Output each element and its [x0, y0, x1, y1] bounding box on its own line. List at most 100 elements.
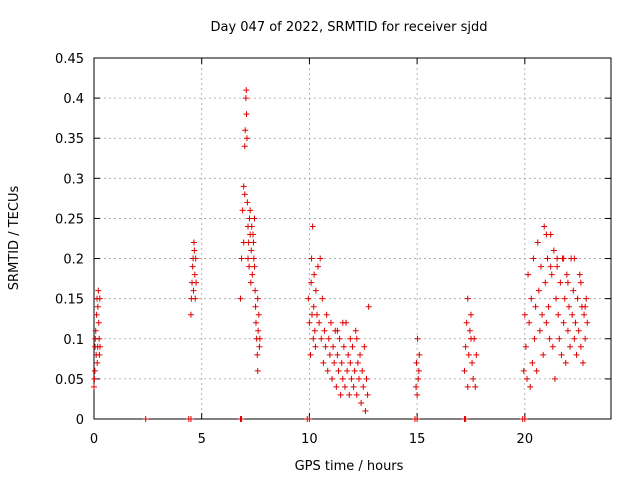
data-point: [522, 343, 529, 350]
data-point: [191, 271, 198, 278]
data-point: [415, 367, 422, 374]
data-point: [243, 87, 250, 94]
plot-frame: [93, 57, 612, 420]
data-point: [242, 95, 249, 102]
data-point: [248, 223, 255, 230]
data-point: [255, 311, 262, 318]
data-point: [94, 303, 101, 310]
data-point: [557, 279, 564, 286]
data-point: [189, 263, 196, 270]
data-point: [255, 327, 262, 334]
data-point: [528, 295, 535, 302]
data-point: [246, 263, 253, 270]
data-point: [583, 295, 590, 302]
y-tick-label: 0.25: [55, 212, 84, 227]
data-point: [526, 319, 533, 326]
data-point: [414, 335, 421, 342]
data-point: [354, 359, 361, 366]
y-tick-label: 0.4: [63, 92, 84, 107]
data-point: [352, 327, 359, 334]
data-point: [542, 279, 549, 286]
x-tick-label: 5: [198, 432, 206, 447]
data-point: [318, 335, 325, 342]
data-point: [312, 287, 319, 294]
data-point: [560, 255, 567, 262]
data-point: [548, 271, 555, 278]
data-point: [577, 279, 584, 286]
data-point: [190, 287, 197, 294]
data-point: [414, 416, 421, 422]
data-point: [529, 359, 536, 366]
data-point: [564, 327, 571, 334]
data-point: [323, 311, 330, 318]
data-point: [95, 287, 102, 294]
data-point: [574, 295, 581, 302]
y-tick-label: 0.35: [55, 132, 84, 147]
data-point: [558, 351, 565, 358]
data-point: [94, 359, 101, 366]
data-point: [569, 311, 576, 318]
data-point: [543, 319, 550, 326]
data-point: [416, 351, 423, 358]
data-point: [466, 327, 473, 334]
data-point: [333, 383, 340, 390]
data-point: [237, 295, 244, 302]
data-point: [541, 223, 548, 230]
y-tick-label: 0.2: [63, 253, 84, 268]
y-axis-label: SRMTID / TECUs: [7, 186, 22, 291]
y-tick-label: 0.3: [63, 172, 84, 187]
data-point: [347, 359, 354, 366]
data-point: [464, 295, 471, 302]
data-point: [473, 351, 480, 358]
data-point: [254, 351, 261, 358]
data-point: [244, 199, 251, 206]
data-point: [348, 375, 355, 382]
data-point: [362, 407, 369, 414]
data-point: [241, 191, 248, 198]
data-point: [307, 351, 314, 358]
data-point: [461, 367, 468, 374]
data-point: [543, 231, 550, 238]
data-point: [311, 327, 318, 334]
data-point: [336, 335, 343, 342]
data-points: [91, 87, 591, 422]
data-point: [325, 335, 332, 342]
data-point: [553, 295, 560, 302]
data-point: [415, 375, 422, 382]
data-point: [96, 295, 103, 302]
data-point: [571, 335, 578, 342]
data-point: [533, 367, 540, 374]
data-point: [306, 319, 313, 326]
x-axis-label: GPS time / hours: [295, 459, 404, 474]
data-point: [554, 255, 561, 262]
data-point: [550, 247, 557, 254]
data-point: [320, 359, 327, 366]
data-point: [187, 311, 194, 318]
x-tick-label: 20: [517, 432, 534, 447]
data-point: [96, 351, 103, 358]
x-tick-label: 15: [409, 432, 426, 447]
data-point: [252, 303, 259, 310]
data-point: [309, 223, 316, 230]
data-point: [240, 183, 247, 190]
data-point: [308, 279, 315, 286]
data-point: [306, 416, 313, 422]
data-point: [462, 416, 469, 422]
data-point: [535, 287, 542, 294]
data-point: [546, 335, 553, 342]
data-point: [361, 343, 368, 350]
data-point: [467, 311, 474, 318]
data-point: [91, 367, 98, 374]
data-point: [359, 367, 366, 374]
data-point: [463, 319, 470, 326]
data-point: [545, 303, 552, 310]
y-tick-labels: 0 0.05 0.1 0.15 0.2 0.25 0.3 0.35 0.4 0.45: [55, 52, 84, 428]
data-point: [531, 335, 538, 342]
data-point: [331, 359, 338, 366]
grid: [94, 58, 611, 419]
data-point: [239, 207, 246, 214]
data-point: [565, 303, 572, 310]
data-point: [527, 383, 534, 390]
data-point: [573, 351, 580, 358]
